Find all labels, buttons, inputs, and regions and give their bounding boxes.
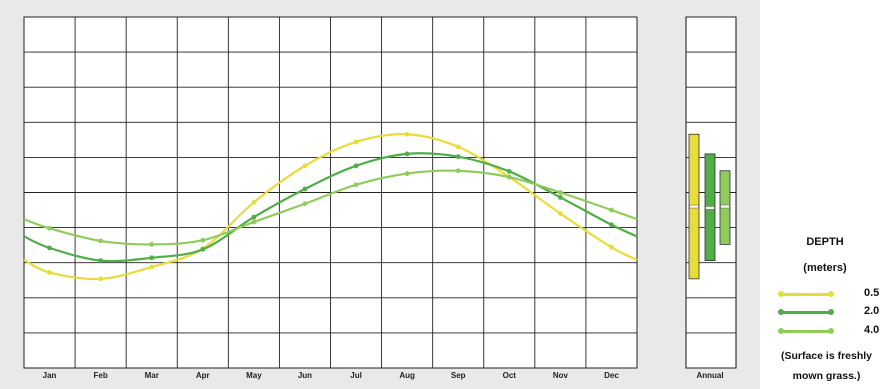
series-point-0.5 xyxy=(98,276,104,282)
x-tick-label: Apr xyxy=(196,371,210,380)
series-point-2.0 xyxy=(302,186,308,192)
series-point-2.0 xyxy=(609,222,614,228)
annual-bar-mean-2.0 xyxy=(705,206,715,210)
series-point-0.5 xyxy=(404,131,410,137)
series-point-0.5 xyxy=(251,199,257,205)
legend-note-line1: (Surface is freshly xyxy=(780,350,873,362)
series-lines xyxy=(23,131,638,282)
legend-swatch-4.0 xyxy=(780,330,832,333)
series-point-2.0 xyxy=(149,255,155,261)
legend-item-4.0: 4.0 xyxy=(778,324,883,338)
series-point-0.5 xyxy=(557,211,563,216)
series-point-0.5 xyxy=(353,139,359,145)
series-point-2.0 xyxy=(404,151,410,157)
series-point-0.5 xyxy=(455,144,461,150)
series-point-2.0 xyxy=(98,258,104,263)
top-margin xyxy=(0,0,760,17)
x-tick-label: Sep xyxy=(451,371,466,380)
series-point-0.5 xyxy=(302,163,308,169)
bottom-margin xyxy=(0,368,760,389)
right-margin xyxy=(736,0,760,389)
series-point-4.0 xyxy=(251,219,257,225)
legend-swatch-0.5 xyxy=(780,293,832,296)
legend-swatch-dot xyxy=(828,309,834,315)
x-tick-label: Jan xyxy=(43,371,57,380)
x-tick-label: Mar xyxy=(145,371,159,380)
annual-range-bars xyxy=(688,133,731,280)
annual-panel-label: Annual xyxy=(696,371,723,380)
legend-title: DEPTH xyxy=(806,236,844,248)
legend-swatch-2.0 xyxy=(780,311,832,314)
x-axis-tick-labels: Jan Feb Mar Apr May Jun Jul Aug Sep Oct Nov Dec xyxy=(43,371,620,380)
series-point-4.0 xyxy=(47,225,52,231)
series-line-4.0 xyxy=(23,169,638,246)
series-point-4.0 xyxy=(609,207,614,213)
series-point-4.0 xyxy=(404,171,410,176)
series-point-2.0 xyxy=(506,169,512,174)
middle-margin xyxy=(637,0,686,389)
series-point-4.0 xyxy=(200,237,206,243)
legend-item-0.5: 0.5 xyxy=(778,287,883,301)
series-point-4.0 xyxy=(302,201,308,207)
x-tick-label: Jul xyxy=(350,371,362,380)
x-tick-label: Jun xyxy=(298,371,312,380)
legend-swatch-dot xyxy=(828,291,834,297)
series-point-2.0 xyxy=(251,214,257,220)
legend-label: 0.5 xyxy=(864,287,880,299)
x-tick-label: May xyxy=(246,371,262,380)
series-point-2.0 xyxy=(200,246,206,252)
annual-bar-mean-0.5 xyxy=(689,204,699,209)
left-margin xyxy=(0,0,24,389)
legend-label: 2.0 xyxy=(864,305,880,317)
legend-subtitle: (meters) xyxy=(803,262,847,274)
series-line-2.0 xyxy=(23,152,638,263)
series-point-4.0 xyxy=(353,182,359,188)
legend-swatch-dot xyxy=(828,328,834,334)
series-line-0.5 xyxy=(23,133,638,281)
series-point-0.5 xyxy=(609,244,614,250)
x-tick-label: Feb xyxy=(94,371,108,380)
legend-note-line2: mown grass.) xyxy=(792,370,861,382)
series-point-4.0 xyxy=(557,190,563,195)
legend-swatch-dot xyxy=(778,291,784,297)
legend-swatch-dot xyxy=(778,309,784,315)
x-tick-label: Aug xyxy=(399,371,415,380)
series-point-4.0 xyxy=(149,242,155,247)
x-tick-label: Oct xyxy=(503,371,517,380)
series-point-0.5 xyxy=(149,264,155,270)
series-point-2.0 xyxy=(557,195,563,200)
series-point-2.0 xyxy=(455,154,461,160)
series-point-4.0 xyxy=(98,238,104,244)
series-point-0.5 xyxy=(47,270,52,275)
main-plot-grid xyxy=(0,0,760,389)
series-point-2.0 xyxy=(353,163,359,169)
series-point-2.0 xyxy=(47,245,52,251)
x-tick-label: Dec xyxy=(604,371,619,380)
series-point-4.0 xyxy=(455,168,461,174)
legend-swatch-dot xyxy=(778,328,784,334)
legend-item-2.0: 2.0 xyxy=(778,305,883,319)
annual-bar-mean-4.0 xyxy=(720,204,730,209)
series-point-4.0 xyxy=(506,174,512,180)
x-tick-label: Nov xyxy=(553,371,569,380)
legend-label: 4.0 xyxy=(864,324,880,336)
